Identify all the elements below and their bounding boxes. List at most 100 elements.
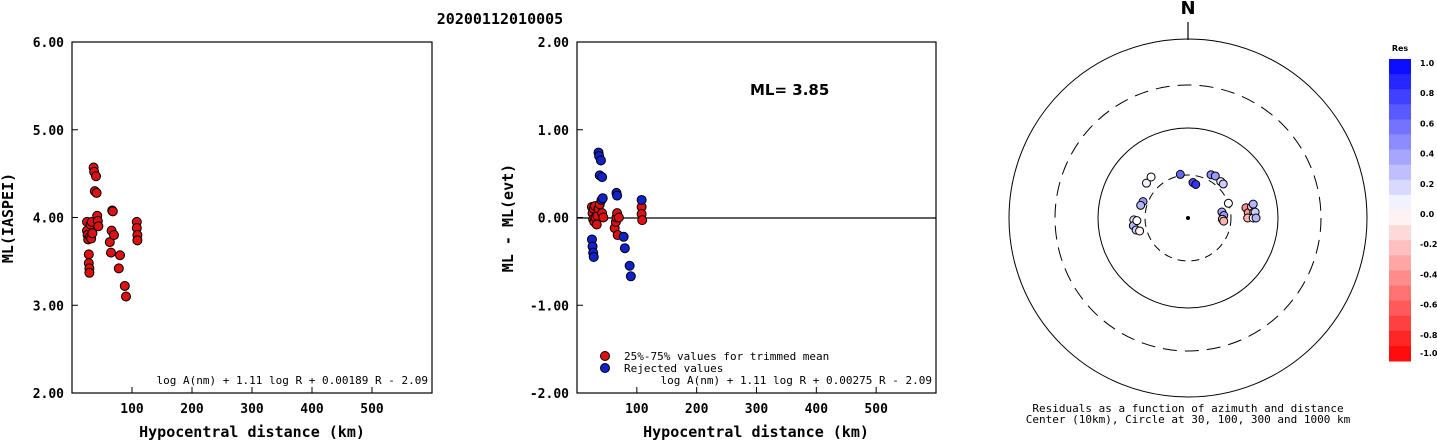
data-point [132,235,143,246]
colorbar-swatch [1389,74,1411,90]
event-magnitude: ML= 3.85 [750,81,829,99]
data-point [87,228,98,239]
data-point [636,194,647,205]
data-point [619,243,630,254]
legend-label-accepted: 25%-75% values for trimmed mean [624,350,829,363]
data-point [83,249,94,260]
colorbar-swatch [1389,134,1411,151]
data-point [618,231,629,242]
station-marker [1248,199,1258,209]
colorbar-tick-label: -1.0 [1420,349,1437,358]
x-axis-label: Hypocentral distance (km) [139,423,365,441]
station-marker [1218,179,1228,189]
x-tick-label: 100 [120,402,144,417]
epicenter-marker [1186,216,1190,220]
data-point [588,251,599,262]
station-marker [1146,172,1156,182]
colorbar-swatch [1389,330,1411,347]
colorbar-swatch [1389,300,1411,317]
magnitude-formula: log A(nm) + 1.11 log R + 0.00189 R - 2.0… [156,374,428,387]
colorbar-tick-label: -0.2 [1420,240,1437,249]
data-point [91,171,101,182]
colorbar-swatch [1389,59,1411,75]
data-point [624,260,635,271]
ring-30km [1144,174,1232,262]
data-point [591,219,602,230]
colorbar-tick-label: 0.4 [1420,150,1435,159]
y-tick-labels: 2.00 3.00 4.00 5.00 6.00 [33,36,78,402]
data-point [119,280,130,291]
data-point [595,155,606,166]
y-tick-labels: -2.00 -1.00 0.00 1.00 2.00 [530,36,583,402]
colorbar-swatch [1389,104,1411,120]
figure-title: 20200112010005 [437,10,563,28]
colorbar-swatch [1389,89,1411,105]
y-tick-label: 6.00 [33,36,64,51]
data-point [625,271,636,282]
y-tick-label: -2.00 [530,387,569,402]
x-tick-label: 400 [300,402,324,417]
panel-azimuth-residuals: N Residuals as a function of azimuth and… [1008,0,1368,426]
x-tick-label: 200 [180,402,204,417]
data-point [109,230,119,241]
colorbar-swatch [1389,270,1411,286]
colorbar-swatch [1389,210,1411,226]
y-tick-label: 0.00 [538,212,569,227]
data-points [82,162,143,302]
x-tick-label: 500 [864,402,888,417]
station-marker [1223,198,1233,208]
north-label: N [1180,0,1195,19]
station-marker [1210,171,1220,181]
colorbar-tick-label: -0.4 [1420,270,1437,279]
legend-marker-rejected [600,363,610,373]
colorbar-swatch [1389,225,1411,241]
y-tick-label: 2.00 [33,387,64,402]
data-point [115,250,125,261]
station-marker [1191,179,1201,189]
x-tick-label: 100 [625,402,649,417]
plot-frame [71,41,433,394]
x-tick-label: 300 [240,402,264,417]
x-tick-label: 500 [360,402,384,417]
data-point [91,187,102,198]
station-marker [1219,216,1229,226]
colorbar-title: Res [1392,44,1409,53]
x-tick-labels: 100 200 300 400 500 [120,387,384,417]
data-point [93,221,104,232]
colorbar-tick-label: 0.2 [1420,180,1434,189]
x-tick-label: 300 [745,402,769,417]
colorbar-tick-label: 0.6 [1420,119,1435,128]
data-point [598,212,609,223]
y-tick-label: 1.00 [538,124,569,139]
y-tick-label: 2.00 [538,36,569,51]
data-point [84,267,95,278]
data-points [586,147,648,282]
colorbar-tick-label: -0.8 [1420,331,1437,340]
colorbar-tick-label: 1.0 [1420,59,1435,68]
caption-line-1: Residuals as a function of azimuth and d… [1032,402,1343,415]
colorbar-swatch [1389,194,1411,211]
colorbar-tick-label: 0.0 [1420,210,1435,219]
data-point [597,193,608,204]
colorbar: Res 1.0 0.8 0.6 0.4 0.2 0.0 -0.2 -0.4 -0.6 -0.8 -1… [1389,44,1437,362]
y-tick-label: -1.00 [530,299,569,314]
colorbar-swatch [1389,345,1411,362]
x-tick-labels: 100 200 300 400 500 [625,387,888,417]
ring-300km [1054,84,1322,352]
y-tick-label: 4.00 [33,212,64,227]
x-tick-label: 400 [805,402,829,417]
station-marker [1136,200,1146,210]
y-tick-label: 5.00 [33,124,64,139]
legend-label-rejected: Rejected values [624,362,723,375]
station-marker [1135,226,1145,236]
ring-100km [1097,127,1279,309]
data-point [637,215,648,226]
colorbar-tick-labels: 1.0 0.8 0.6 0.4 0.2 0.0 -0.2 -0.4 -0.6 -0.8 -1.0 [1420,59,1437,358]
legend-marker-accepted [600,351,610,361]
station-markers [1128,169,1261,236]
colorbar-swatch [1389,164,1411,181]
station-marker [1175,169,1185,179]
y-axis-label: ML(IASPEI) [0,173,17,263]
colorbar-swatch [1389,179,1411,196]
colorbar-tick-label: -0.6 [1420,301,1437,310]
